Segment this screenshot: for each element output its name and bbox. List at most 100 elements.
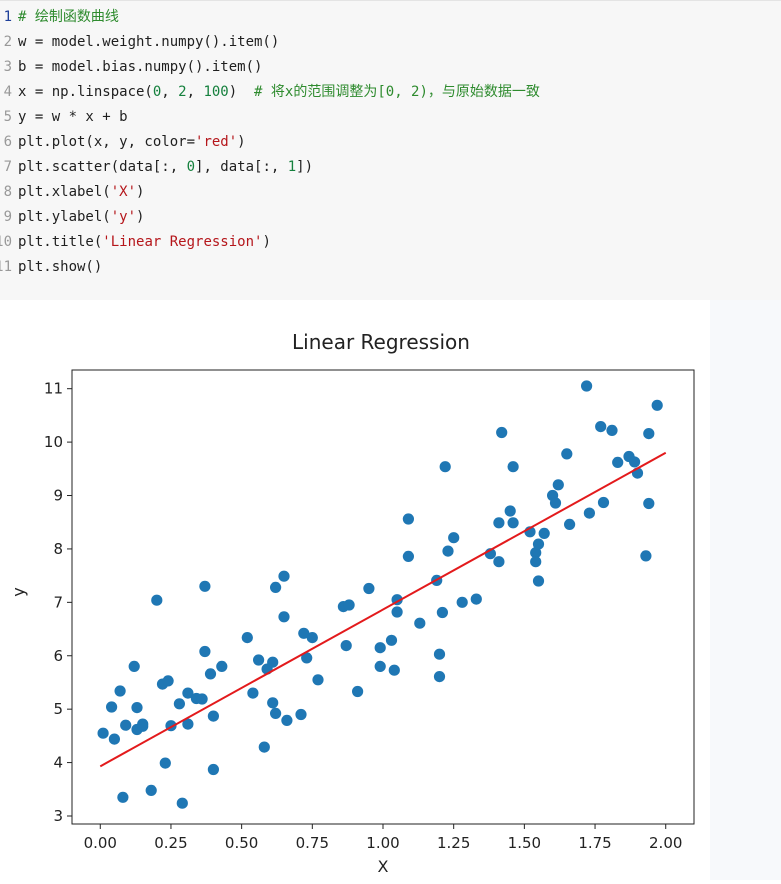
line-number: 11 xyxy=(0,259,12,275)
scatter-point xyxy=(651,399,663,411)
scatter-point xyxy=(106,701,118,713)
comment-token: # 将x的范围调整为[0, 2)，与原始数据一致 xyxy=(254,84,540,100)
scatter-point xyxy=(145,784,157,796)
number-token: 0 xyxy=(152,84,162,100)
code-line[interactable]: 6 plt.plot(x, y, color='red') xyxy=(0,130,781,155)
code-token: b = model.bias.numpy().item() xyxy=(18,59,263,75)
line-number: 8 xyxy=(3,184,12,200)
number-token: 2 xyxy=(178,84,187,100)
plot-area xyxy=(71,369,695,825)
string-token: 'y' xyxy=(110,209,137,225)
regression-line xyxy=(99,451,667,768)
code-line[interactable]: 9 plt.ylabel('y') xyxy=(0,205,781,230)
scatter-point xyxy=(196,693,208,705)
scatter-point xyxy=(173,698,185,710)
code-token: ) xyxy=(136,184,145,200)
scatter-point xyxy=(343,599,355,611)
x-tick-label: 0.75 xyxy=(296,834,329,852)
x-tick-label: 1.00 xyxy=(366,834,399,852)
scatter-point xyxy=(629,456,641,468)
scatter-point xyxy=(561,448,573,460)
scatter-point xyxy=(301,652,313,664)
scatter-point xyxy=(312,674,324,686)
code-token: plt.ylabel( xyxy=(18,209,111,225)
code-line[interactable]: 4 x = np.linspace(0, 2, 100) # 将x的范围调整为[0… xyxy=(0,80,781,105)
code-token: y = w * x + b xyxy=(18,109,128,125)
scatter-point xyxy=(207,763,219,776)
code-text: plt.title('Linear Regression') xyxy=(18,230,271,255)
scatter-point xyxy=(151,594,163,606)
code-token: ], data[:, xyxy=(195,159,288,175)
scatter-point xyxy=(97,727,109,739)
scatter-plot: Linear Regression 0.00 0.25 0.50 0.75 1.00 1.… xyxy=(9,330,695,876)
scatter-point xyxy=(564,518,576,530)
scatter-point xyxy=(640,550,652,562)
scatter-point xyxy=(402,550,414,562)
y-tick-label: 7 xyxy=(53,593,63,611)
code-text: x = np.linspace(0, 2, 100) # 将x的范围调整为[0,… xyxy=(18,80,540,105)
scatter-point xyxy=(538,527,550,539)
code-line[interactable]: 7 plt.scatter(data[:, 0], data[:, 1]) xyxy=(0,155,781,180)
number-token: 0 xyxy=(186,159,196,175)
scatter-point xyxy=(391,606,403,618)
code-text: b = model.bias.numpy().item() xyxy=(18,55,262,80)
regression-line-layer xyxy=(99,451,667,768)
number-token: 100 xyxy=(203,84,229,100)
code-line[interactable]: 11 plt.show() xyxy=(0,255,781,280)
line-number: 10 xyxy=(0,234,12,250)
code-text: # 绘制函数曲线 xyxy=(18,5,119,30)
code-line[interactable]: 5 y = w * x + b xyxy=(0,105,781,130)
scatter-point xyxy=(643,497,655,510)
code-token: plt.plot(x, y, color= xyxy=(18,134,196,150)
code-token: ) xyxy=(136,209,145,225)
scatter-point xyxy=(295,708,307,721)
line-number: 4 xyxy=(3,84,12,100)
scatter-point xyxy=(182,687,194,699)
line-number: 1 xyxy=(3,9,12,25)
scatter-point xyxy=(532,538,545,550)
code-text: plt.plot(x, y, color='red') xyxy=(18,130,246,155)
scatter-point xyxy=(448,532,460,544)
y-tick-label: 9 xyxy=(53,487,63,505)
scatter-point xyxy=(298,627,310,639)
code-token: ) xyxy=(262,234,271,250)
code-line[interactable]: 2 w = model.weight.numpy().item() xyxy=(0,30,781,55)
line-number: 2 xyxy=(3,34,12,50)
scatter-point xyxy=(117,791,129,803)
scatter-point xyxy=(258,741,270,753)
scatter-point xyxy=(108,733,120,745)
scatter-point xyxy=(137,718,149,730)
scatter-point xyxy=(433,671,446,683)
code-line[interactable]: 10 plt.title('Linear Regression') xyxy=(0,230,781,255)
scatter-point xyxy=(385,634,398,646)
scatter-point xyxy=(374,660,386,672)
code-line[interactable]: 8 plt.xlabel('X') xyxy=(0,180,781,205)
code-line[interactable]: 1 # 绘制函数曲线 xyxy=(0,5,781,30)
code-token: ) xyxy=(228,84,255,100)
scatter-point xyxy=(159,757,171,769)
scatter-point xyxy=(532,575,545,587)
scatter-point xyxy=(581,380,593,392)
scatter-point xyxy=(470,593,482,605)
scatter-point xyxy=(643,428,655,440)
scatter-point xyxy=(507,517,519,529)
scatter-point xyxy=(281,714,293,726)
scatter-point xyxy=(530,556,542,568)
scatter-point xyxy=(207,710,219,722)
code-token: plt.xlabel( xyxy=(18,184,111,200)
scatter-point xyxy=(363,582,375,595)
scatter-point xyxy=(606,424,618,436)
scatter-point xyxy=(439,461,451,473)
scatter-point xyxy=(552,479,564,491)
scatter-point xyxy=(612,456,624,468)
y-tick-label: 5 xyxy=(53,700,63,718)
code-token: plt.scatter(data[:, xyxy=(18,159,187,175)
y-tick-label: 3 xyxy=(53,807,63,825)
scatter-point xyxy=(278,611,290,623)
y-axis-label: y xyxy=(9,587,28,596)
code-line[interactable]: 3 b = model.bias.numpy().item() xyxy=(0,55,781,80)
code-cell[interactable]: 1 # 绘制函数曲线 2 w = model.weight.numpy().item(… xyxy=(0,0,781,300)
scatter-point xyxy=(388,664,400,676)
scatter-point xyxy=(128,660,140,672)
x-tick-label: 1.25 xyxy=(437,834,470,852)
